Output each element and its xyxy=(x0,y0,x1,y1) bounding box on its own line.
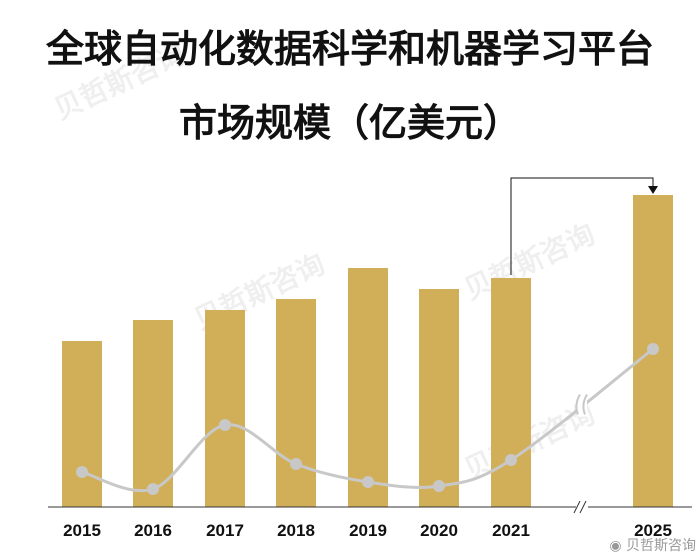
bar-2015 xyxy=(62,341,102,507)
growth-connector xyxy=(510,177,654,275)
trend-point-2018 xyxy=(290,458,302,470)
chart-subtitle: 市场规模（亿美元） xyxy=(178,100,521,145)
weibo-icon: ◉ xyxy=(609,538,626,554)
chart-title: 全球自动化数据科学和机器学习平台 xyxy=(45,26,654,71)
growth-arrowhead xyxy=(648,186,658,194)
axis-break-mark-2 xyxy=(579,500,587,514)
bar-2021 xyxy=(491,278,531,507)
x-tick-2018: 2018 xyxy=(277,521,315,540)
trend-point-2025 xyxy=(647,343,659,355)
trend-point-2017 xyxy=(219,419,231,431)
x-tick-2021: 2021 xyxy=(492,521,530,540)
weibo-badge: ◉ 贝哲斯咨询 xyxy=(609,535,696,555)
bar-2016 xyxy=(133,320,173,507)
trend-break-mark-2 xyxy=(582,393,588,415)
x-tick-2025: 2025 xyxy=(634,521,672,540)
x-tick-2017: 2017 xyxy=(206,521,244,540)
x-tick-2020: 2020 xyxy=(420,521,458,540)
trend-point-2015 xyxy=(76,466,88,478)
axis-break-mark-1 xyxy=(573,500,581,514)
bar-2020 xyxy=(419,289,459,507)
trend-break-mark-1 xyxy=(575,393,581,415)
x-tick-2016: 2016 xyxy=(134,521,172,540)
watermark-0: 贝哲斯咨询 xyxy=(49,37,190,126)
weibo-badge-text: 贝哲斯咨询 xyxy=(626,538,696,554)
trend-point-2021 xyxy=(505,454,517,466)
trend-point-2019 xyxy=(362,476,374,488)
bar-2019 xyxy=(348,268,388,507)
trend-point-2016 xyxy=(147,483,159,495)
trend-break-gap xyxy=(577,392,587,417)
bar-2018 xyxy=(276,299,316,507)
x-tick-2019: 2019 xyxy=(349,521,387,540)
trend-point-2020 xyxy=(433,480,445,492)
x-tick-2015: 2015 xyxy=(63,521,101,540)
bar-2017 xyxy=(205,310,245,507)
trend-line xyxy=(81,347,654,493)
